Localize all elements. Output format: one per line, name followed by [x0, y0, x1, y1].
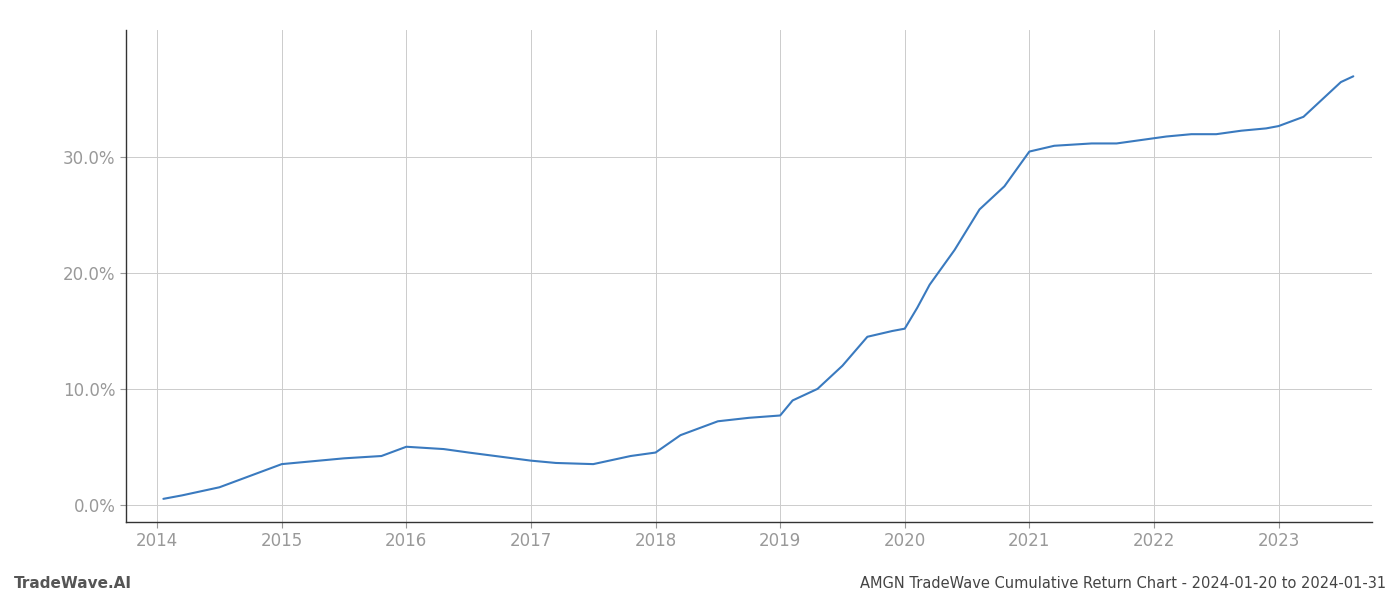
Text: TradeWave.AI: TradeWave.AI — [14, 576, 132, 591]
Text: AMGN TradeWave Cumulative Return Chart - 2024-01-20 to 2024-01-31: AMGN TradeWave Cumulative Return Chart -… — [860, 576, 1386, 591]
